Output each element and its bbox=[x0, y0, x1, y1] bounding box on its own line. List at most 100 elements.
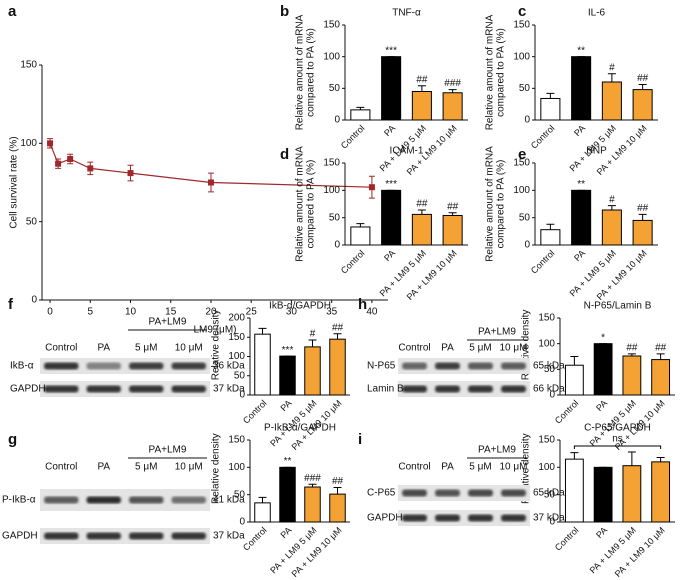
y-axis-label: Cell survival rate (%) bbox=[9, 136, 20, 228]
error-bar bbox=[258, 496, 267, 503]
y-axis-label: compared to PA (%) bbox=[496, 160, 507, 249]
blot-band bbox=[435, 514, 460, 522]
lane-label: 10 μM bbox=[500, 462, 528, 473]
group-label: PA+LM9 bbox=[149, 445, 187, 456]
significance-label: ## bbox=[655, 343, 667, 354]
y-axis-label: Relative density bbox=[521, 310, 532, 381]
lane-label: 10 μM bbox=[175, 343, 203, 354]
y-tick-label: 100 bbox=[20, 138, 37, 149]
error-bar bbox=[417, 85, 426, 92]
x-axis-label: LM9 (μM) bbox=[194, 325, 237, 336]
error-bar bbox=[607, 73, 616, 82]
lane-label: PA bbox=[441, 343, 454, 354]
data-point bbox=[47, 140, 54, 147]
y-tick-label: 50 bbox=[329, 83, 341, 94]
x-tick-label: PA + LM9 10 μM bbox=[613, 525, 667, 579]
y-tick-label: 50 bbox=[519, 83, 531, 94]
error-bar bbox=[627, 451, 636, 466]
significance-label: * bbox=[601, 332, 605, 343]
blot-band bbox=[402, 514, 427, 522]
x-tick-label: 25 bbox=[246, 307, 258, 318]
size-label: 65 kDa bbox=[533, 488, 565, 499]
bar bbox=[279, 355, 296, 396]
panel-letter: c bbox=[518, 3, 526, 20]
y-tick-label: 150 bbox=[513, 20, 530, 31]
x-tick-label: PA bbox=[279, 525, 294, 540]
error-bar bbox=[448, 89, 457, 93]
panel-letter: a bbox=[8, 3, 17, 20]
chart-title: TNF-α bbox=[392, 8, 421, 19]
x-tick-label: 0 bbox=[47, 307, 53, 318]
bar bbox=[593, 466, 613, 523]
bar bbox=[540, 229, 561, 246]
significance-label: ## bbox=[332, 476, 344, 487]
y-tick-label: 50 bbox=[26, 216, 38, 227]
error-bar bbox=[308, 483, 317, 488]
bar bbox=[329, 493, 346, 523]
error-bar bbox=[656, 456, 665, 462]
row-label: GAPDH bbox=[10, 384, 46, 395]
blot-band bbox=[44, 385, 79, 393]
error-bar bbox=[356, 223, 365, 227]
x-tick-label: PA bbox=[382, 248, 397, 263]
panel-letter: h bbox=[358, 296, 367, 313]
significance-label: # bbox=[609, 62, 615, 73]
y-axis-label: Relative density bbox=[211, 433, 222, 504]
y-tick-label: 50 bbox=[329, 212, 341, 223]
error-bar bbox=[333, 333, 342, 340]
blot-band bbox=[44, 496, 79, 504]
y-axis-label: Relative density bbox=[211, 310, 222, 381]
bar bbox=[564, 364, 584, 396]
y-tick-label: 100 bbox=[323, 51, 340, 62]
panel-letter: f bbox=[8, 296, 14, 313]
data-point bbox=[207, 179, 214, 186]
significance-label: ### bbox=[444, 78, 461, 89]
bar bbox=[411, 213, 432, 246]
panel-letter: i bbox=[358, 431, 362, 448]
blot-band bbox=[435, 385, 460, 393]
chart-title: ICAM-1 bbox=[390, 146, 424, 157]
lane-label: 5 μM bbox=[135, 462, 157, 473]
y-tick-label: 0 bbox=[549, 390, 555, 401]
row-label: C-P65 bbox=[367, 488, 396, 499]
lane-label: Control bbox=[398, 343, 430, 354]
error-bar bbox=[356, 106, 365, 110]
bar bbox=[622, 465, 642, 523]
blot-band bbox=[501, 489, 526, 497]
error-bar bbox=[308, 339, 317, 347]
data-point bbox=[67, 156, 74, 162]
y-tick-label: 0 bbox=[549, 517, 555, 528]
y-tick-label: 50 bbox=[519, 212, 531, 223]
blot-band bbox=[402, 489, 427, 497]
significance-label: *** bbox=[385, 45, 397, 56]
lane-label: 5 μM bbox=[469, 462, 491, 473]
error-bar bbox=[546, 92, 555, 99]
lane-label: Control bbox=[45, 462, 77, 473]
blot-background bbox=[398, 485, 530, 501]
row-label: N-P65 bbox=[367, 361, 396, 372]
significance-label: ## bbox=[416, 74, 428, 85]
chart-title: BNP bbox=[586, 146, 607, 157]
y-tick-label: 100 bbox=[228, 462, 245, 473]
bar bbox=[651, 461, 671, 523]
significance-label: ## bbox=[447, 201, 459, 212]
significance-label: ## bbox=[332, 322, 344, 333]
y-tick-label: 0 bbox=[31, 295, 37, 306]
significance-label: ns bbox=[612, 434, 623, 445]
y-tick-label: 150 bbox=[323, 158, 340, 169]
y-tick-label: 150 bbox=[228, 332, 245, 343]
row-label: GAPDH bbox=[367, 513, 403, 524]
bar bbox=[279, 466, 296, 523]
blot-background bbox=[40, 358, 210, 374]
bar bbox=[571, 189, 592, 246]
significance-label: ## bbox=[637, 73, 649, 84]
y-tick-label: 150 bbox=[20, 60, 37, 71]
chart-title: IkB-α/GAPDH bbox=[269, 301, 331, 312]
bracket bbox=[573, 445, 662, 450]
lane-label: 10 μM bbox=[500, 343, 528, 354]
blot-band bbox=[468, 514, 493, 522]
x-tick-label: 20 bbox=[205, 307, 217, 318]
blot-band bbox=[171, 362, 206, 370]
group-label: PA+LM9 bbox=[478, 445, 516, 456]
